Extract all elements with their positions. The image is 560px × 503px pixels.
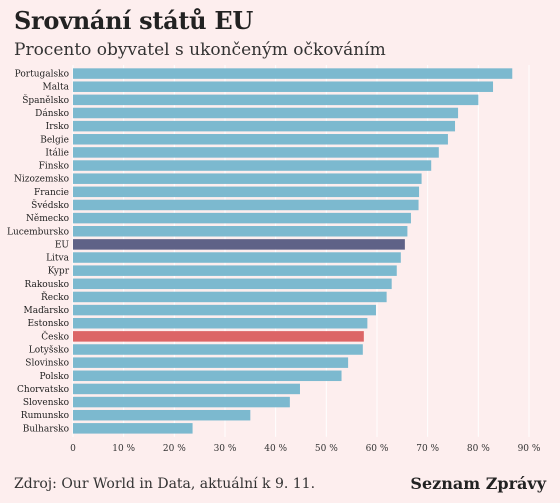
bar-16	[73, 278, 392, 290]
bar-13	[73, 239, 405, 250]
bar-19	[73, 317, 368, 329]
bar-2	[73, 94, 479, 106]
category-label: Slovinsko	[25, 359, 69, 369]
bar-1	[73, 81, 494, 92]
bar-15	[73, 265, 397, 276]
category-label: Polsko	[40, 372, 69, 382]
category-label: Kypr	[48, 267, 70, 277]
bar-5	[73, 134, 448, 145]
category-label: Maďarsko	[23, 306, 69, 316]
x-tick-label: 50 %	[315, 444, 338, 454]
bar-21	[73, 344, 363, 355]
category-label: EU	[55, 240, 70, 250]
bar-8	[73, 173, 422, 184]
bar-9	[73, 186, 420, 198]
category-label: Malta	[43, 83, 70, 93]
category-label: Německo	[26, 213, 69, 224]
category-label: Bulharsko	[23, 424, 69, 434]
x-tick-label: 90 %	[518, 444, 541, 454]
x-tick-label: 10 %	[112, 444, 135, 454]
category-label: Finsko	[39, 162, 69, 172]
bar-17	[73, 291, 387, 303]
bar-22	[73, 357, 349, 368]
category-label: Lucembursko	[7, 227, 69, 237]
x-tick-label: 0	[70, 444, 76, 454]
category-label: Dánsko	[35, 108, 69, 119]
category-label: Portugalsko	[15, 70, 69, 80]
bar-18	[73, 304, 376, 316]
bar-3	[73, 107, 459, 119]
category-label: Slovensko	[23, 398, 69, 408]
category-label: Česko	[41, 330, 69, 342]
category-label: Rakousko	[24, 280, 69, 290]
x-tick-label: 60 %	[366, 444, 389, 454]
x-tick-label: 70 %	[416, 444, 439, 454]
bar-27	[73, 423, 193, 434]
x-tick-label: 40 %	[264, 444, 287, 454]
bar-10	[73, 199, 419, 211]
bar-14	[73, 252, 401, 263]
bar-20	[73, 331, 364, 342]
category-label: Chorvatsko	[17, 385, 69, 395]
x-tick-label: 80 %	[467, 444, 490, 454]
category-label: Belgie	[40, 135, 69, 145]
bar-4	[73, 120, 456, 132]
category-label: Itálie	[45, 147, 69, 158]
category-label: Španělsko	[22, 94, 69, 106]
bar-0	[73, 68, 513, 79]
category-label: Řecko	[41, 291, 69, 303]
source-note: Zdroj: Our World in Data, aktuální k 9. …	[14, 476, 316, 492]
bar-11	[73, 212, 411, 224]
x-tick-label: 30 %	[214, 444, 237, 454]
bar-7	[73, 160, 432, 171]
brand-logo: Seznam Zprávy	[410, 474, 546, 493]
category-label: Estonsko	[27, 319, 69, 329]
bar-26	[73, 409, 251, 421]
category-label: Francie	[34, 188, 69, 198]
chart-title: Srovnání států EU	[14, 6, 254, 35]
bar-24	[73, 383, 300, 395]
category-label: Lotyšsko	[29, 345, 69, 356]
category-label: Nizozemsko	[14, 175, 69, 185]
category-label: Rumunsko	[21, 411, 69, 421]
bar-6	[73, 147, 439, 158]
chart-subtitle: Procento obyvatel s ukončeným očkováním	[14, 40, 386, 60]
category-label: Irsko	[46, 122, 69, 132]
bar-23	[73, 370, 342, 382]
category-label: Švédsko	[31, 199, 69, 211]
bar-12	[73, 226, 408, 237]
bar-25	[73, 396, 290, 408]
category-label: Litva	[46, 254, 70, 264]
x-tick-label: 20 %	[163, 444, 186, 454]
